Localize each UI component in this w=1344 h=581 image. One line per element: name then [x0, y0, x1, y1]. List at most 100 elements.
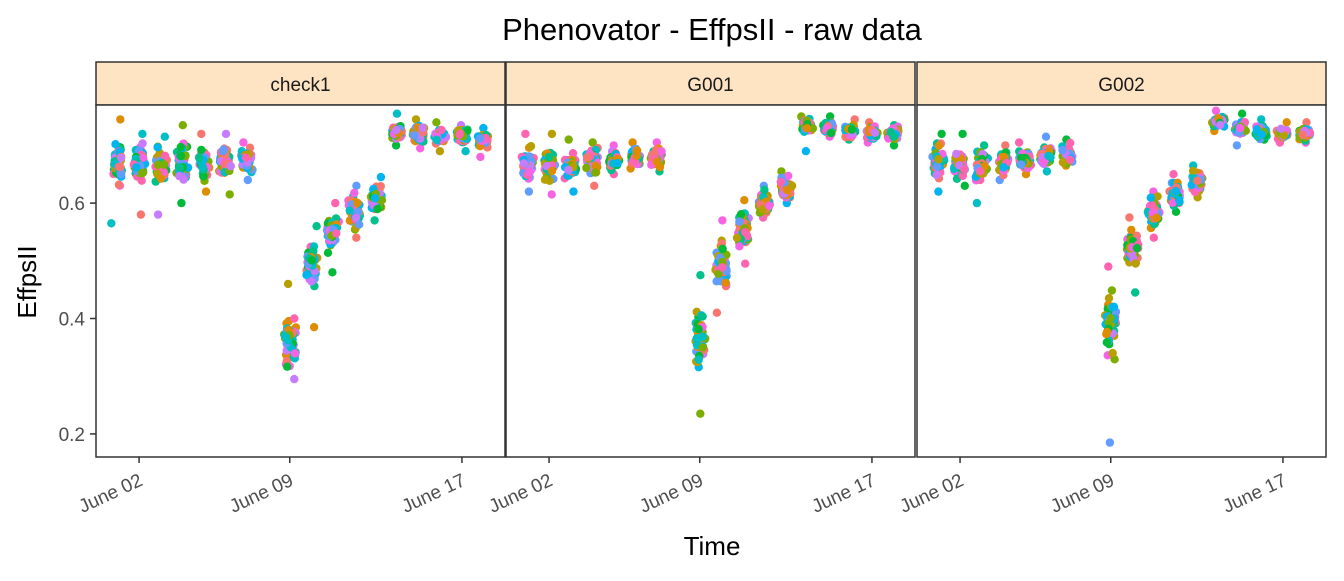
data-point: [934, 187, 943, 196]
data-point: [159, 160, 169, 169]
data-point: [175, 171, 184, 181]
data-point: [889, 141, 899, 150]
data-point: [632, 146, 642, 155]
data-point: [153, 210, 163, 219]
data-point: [111, 140, 120, 149]
data-point: [176, 142, 185, 152]
data-point: [416, 144, 425, 153]
data-point: [975, 167, 985, 176]
data-point: [591, 168, 600, 177]
data-point: [1168, 198, 1177, 207]
data-point: [160, 132, 169, 141]
data-point: [718, 216, 727, 225]
data-point: [350, 188, 359, 198]
data-point: [1131, 288, 1140, 297]
data-point: [718, 263, 727, 272]
data-point: [307, 277, 316, 286]
data-point: [353, 198, 362, 208]
data-point: [373, 204, 382, 214]
data-point: [160, 151, 170, 160]
data-point: [302, 270, 311, 280]
data-point: [376, 182, 385, 191]
data-point: [156, 174, 166, 183]
data-point: [1066, 155, 1075, 164]
panels: check1 June 02 June 09 June 17 0.2 0.4 0.6 G001…: [59, 61, 1327, 518]
data-point: [391, 141, 401, 150]
data-point: [283, 362, 292, 371]
data-point: [116, 115, 125, 124]
data-point: [1211, 106, 1221, 116]
data-point: [521, 129, 530, 139]
data-point: [107, 219, 116, 228]
data-point: [958, 171, 967, 180]
x-axis-label: Time: [684, 531, 741, 561]
data-point: [290, 314, 299, 323]
data-point: [290, 374, 299, 384]
data-point: [952, 149, 961, 159]
facet-strip-check1: [95, 61, 506, 106]
data-point: [1153, 192, 1162, 201]
data-point: [435, 147, 445, 156]
data-point: [176, 151, 186, 161]
data-point: [934, 141, 944, 150]
data-point: [1127, 225, 1136, 235]
data-point: [116, 162, 125, 171]
panel-border: [505, 104, 916, 458]
panel-points-g002: [928, 106, 1315, 447]
data-point: [1216, 120, 1225, 130]
facet-strip-label: G002: [1098, 75, 1144, 96]
data-point: [1042, 167, 1052, 176]
data-point: [175, 163, 184, 172]
data-point: [137, 168, 147, 178]
data-point: [735, 217, 744, 226]
data-point: [281, 333, 291, 342]
data-point: [760, 185, 769, 195]
y-tick-label: 0.4: [59, 310, 86, 331]
data-point: [1175, 196, 1184, 205]
data-point: [932, 162, 942, 171]
data-point: [698, 332, 708, 341]
data-point: [732, 233, 742, 243]
data-point: [932, 170, 941, 180]
data-point: [999, 163, 1008, 172]
data-point: [476, 152, 485, 162]
data-point: [698, 343, 708, 352]
data-point: [735, 242, 744, 251]
data-point: [1014, 138, 1024, 147]
data-point: [937, 129, 946, 139]
panel-border: [95, 104, 506, 458]
data-point: [1302, 118, 1311, 127]
data-point: [283, 279, 293, 289]
data-point: [525, 168, 534, 177]
data-point: [1193, 176, 1202, 185]
data-point: [153, 160, 163, 169]
data-point: [1276, 124, 1286, 133]
x-tick-label: June 09: [636, 470, 706, 518]
data-point: [1257, 115, 1266, 124]
data-point: [1104, 294, 1114, 303]
data-point: [741, 259, 750, 268]
data-point: [886, 127, 896, 137]
chart-title: Phenovator - EffpsII - raw data: [502, 12, 923, 47]
data-point: [1017, 160, 1026, 169]
data-point: [721, 278, 730, 287]
data-point: [712, 308, 722, 317]
data-point: [736, 210, 746, 219]
data-point: [461, 147, 470, 156]
data-point: [376, 172, 386, 182]
data-point: [540, 175, 550, 184]
data-point: [652, 157, 662, 167]
data-point: [526, 142, 536, 151]
data-point: [544, 152, 554, 162]
data-point: [332, 229, 341, 238]
x-tick-label: June 17: [1220, 470, 1290, 518]
facet-strip-label: G001: [687, 75, 733, 96]
x-tick-label: June 02: [486, 470, 556, 518]
data-point: [694, 355, 703, 364]
data-point: [972, 198, 982, 208]
data-point: [352, 233, 361, 242]
data-point: [1044, 151, 1053, 161]
data-point: [243, 175, 252, 185]
data-point: [177, 198, 186, 208]
